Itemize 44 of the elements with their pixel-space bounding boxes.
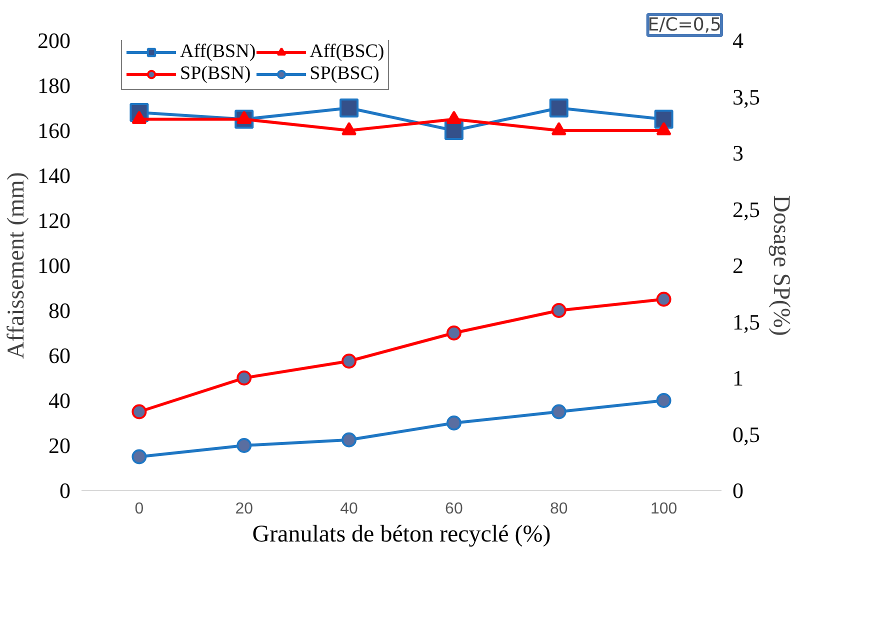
y-tick-label: 160 [38,118,70,143]
y-tick-label: 100 [38,253,70,278]
x-axis-title: Granulats de béton recyclé (%) [252,522,551,548]
y-tick-label: 140 [38,163,70,188]
legend-label: SP(BSC) [310,63,380,85]
x-tick-label: 100 [650,500,678,518]
point [446,416,462,430]
point [656,393,672,408]
y-tick-label: 40 [48,388,70,413]
y2-tick-label: 2 [732,253,744,278]
y-tick-label: 120 [38,208,70,233]
point [236,370,252,386]
y-tick-label: 80 [48,298,70,323]
y-axis-title: Affaissement (mm) [4,172,30,359]
point [446,326,462,340]
y2-tick-label: 1,5 [732,309,760,334]
y-tick-label: 180 [38,73,70,98]
y2-tick-label: 0,5 [732,422,760,447]
point [132,404,147,420]
x-tick-label: 0 [134,500,144,518]
x-tick-label: 60 [445,500,463,518]
y2-axis-title: Dosage SP(%) [768,195,794,336]
point [236,438,252,453]
y2-tick-label: 4 [732,28,744,53]
legend-label: Aff(BSC) [310,41,384,63]
y2-tick-label: 1 [732,366,744,390]
point [342,354,357,369]
x-tick-label: 40 [340,500,358,518]
point [551,303,566,318]
point [656,292,672,307]
point [132,449,147,464]
point [551,404,566,420]
y-tick-label: 20 [48,433,70,458]
y2-tick-label: 3 [732,140,744,166]
legend-label: Aff(BSN) [180,41,256,63]
text: E/C=0,5 [648,14,722,36]
y-tick-label: 200 [38,28,70,53]
x-tick-label: 80 [550,500,568,518]
y2-tick-label: 3,5 [732,84,760,110]
y-tick-label: 60 [48,343,70,368]
legend-label: SP(BSN) [180,63,251,85]
y2-tick-label: 2,5 [732,196,760,222]
x-tick-label: 20 [235,500,254,518]
point [342,432,357,448]
